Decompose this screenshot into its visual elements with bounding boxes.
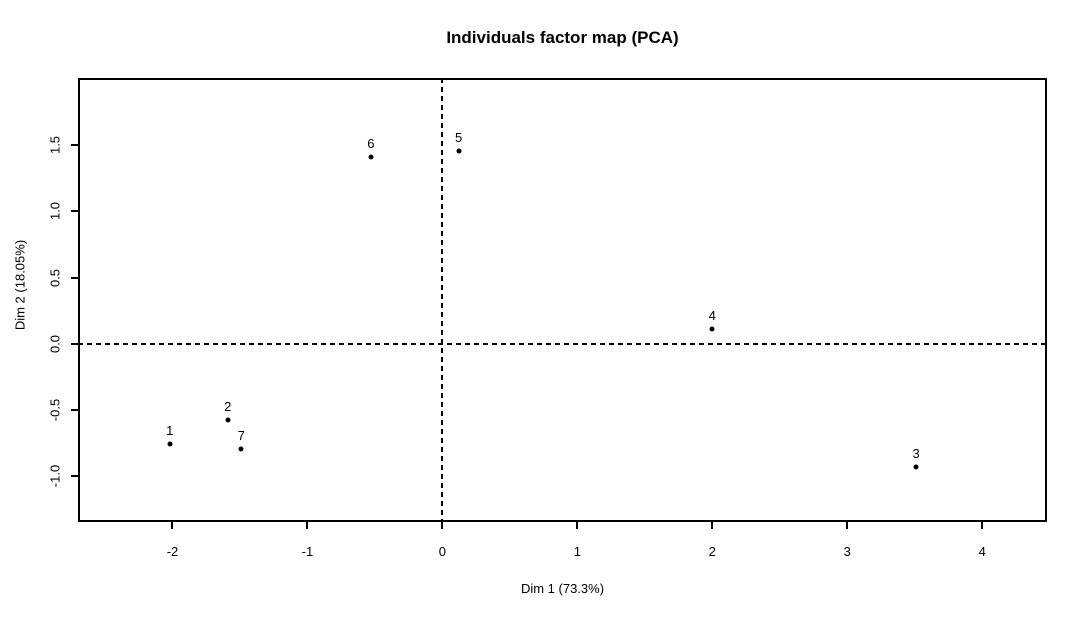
data-point	[167, 441, 173, 447]
x-tick-mark	[171, 522, 174, 529]
y-tick-mark	[71, 408, 78, 411]
y-tick-label: 1.0	[47, 202, 63, 221]
x-tick-label: -2	[166, 544, 179, 559]
data-point	[368, 154, 374, 160]
x-tick-label: -1	[301, 544, 314, 559]
y-tick-mark	[71, 276, 78, 279]
data-point-label: 6	[367, 136, 375, 152]
x-tick-mark	[981, 522, 984, 529]
data-point	[238, 446, 244, 452]
x-tick-label: 3	[843, 544, 851, 559]
data-point-label: 2	[224, 399, 232, 415]
y-tick-label: -1.0	[47, 464, 63, 487]
x-tick-mark	[711, 522, 714, 529]
zero-line-vertical	[441, 78, 444, 522]
zero-line-horizontal	[78, 342, 1047, 345]
y-tick-label: 1.5	[47, 136, 63, 155]
x-tick-label: 2	[708, 544, 716, 559]
y-tick-mark	[71, 342, 78, 345]
x-tick-label: 0	[438, 544, 446, 559]
x-tick-mark	[441, 522, 444, 529]
chart-title: Individuals factor map (PCA)	[446, 28, 679, 47]
data-point-label: 1	[166, 423, 174, 439]
plot-area	[78, 78, 1047, 522]
data-point-label: 3	[912, 445, 920, 461]
y-tick-label: 0.5	[47, 268, 63, 287]
y-tick-label: 0.0	[47, 334, 63, 353]
data-point-label: 4	[708, 308, 716, 324]
data-point-label: 7	[237, 428, 245, 444]
y-axis-label: Dim 2 (18.05%)	[12, 239, 28, 331]
x-tick-mark	[306, 522, 309, 529]
x-axis-label: Dim 1 (73.3%)	[520, 581, 605, 596]
x-tick-label: 4	[978, 544, 986, 559]
data-point	[913, 464, 919, 469]
x-tick-mark	[846, 522, 849, 529]
y-tick-label: -0.5	[47, 398, 63, 421]
x-tick-mark	[576, 522, 579, 529]
y-tick-mark	[71, 144, 78, 147]
x-tick-label: 1	[573, 544, 581, 559]
y-tick-mark	[71, 474, 78, 477]
data-point	[225, 417, 231, 423]
y-tick-mark	[71, 210, 78, 213]
data-point-label: 5	[454, 129, 463, 145]
data-point	[709, 326, 715, 332]
data-point	[456, 148, 462, 154]
